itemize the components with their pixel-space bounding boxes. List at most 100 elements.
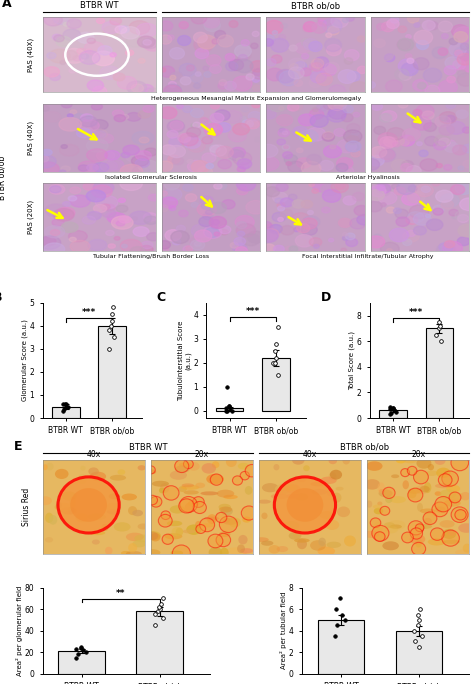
- Circle shape: [80, 120, 99, 131]
- Circle shape: [376, 47, 394, 61]
- Circle shape: [457, 70, 466, 77]
- Circle shape: [169, 206, 176, 211]
- Point: [389, 402, 397, 413]
- Circle shape: [218, 83, 227, 89]
- Circle shape: [457, 53, 473, 65]
- Circle shape: [145, 88, 153, 93]
- Circle shape: [86, 116, 92, 119]
- Circle shape: [164, 188, 182, 200]
- Ellipse shape: [311, 489, 328, 495]
- Circle shape: [408, 185, 417, 192]
- Circle shape: [401, 469, 410, 477]
- Circle shape: [271, 55, 282, 63]
- Circle shape: [430, 528, 444, 540]
- Text: E: E: [14, 440, 23, 453]
- Circle shape: [40, 105, 49, 111]
- Circle shape: [319, 105, 336, 116]
- Circle shape: [295, 62, 307, 70]
- Circle shape: [277, 70, 294, 83]
- Circle shape: [401, 161, 413, 169]
- Circle shape: [266, 68, 283, 81]
- Point: [74, 649, 82, 660]
- Circle shape: [167, 120, 184, 133]
- Circle shape: [173, 239, 181, 245]
- Circle shape: [398, 59, 418, 73]
- Circle shape: [322, 207, 330, 213]
- Circle shape: [350, 81, 369, 96]
- Circle shape: [116, 205, 128, 212]
- Ellipse shape: [377, 501, 383, 505]
- Circle shape: [57, 207, 75, 218]
- Ellipse shape: [424, 518, 432, 525]
- Point: [227, 403, 234, 414]
- Circle shape: [273, 246, 284, 252]
- Circle shape: [371, 186, 386, 197]
- Circle shape: [331, 14, 348, 28]
- Circle shape: [61, 101, 72, 108]
- Circle shape: [219, 226, 231, 234]
- Circle shape: [289, 58, 305, 70]
- Point: [73, 652, 80, 663]
- Point: [332, 604, 339, 615]
- Text: C: C: [157, 291, 166, 304]
- Circle shape: [393, 208, 401, 213]
- Circle shape: [210, 103, 219, 109]
- Circle shape: [158, 161, 173, 171]
- Circle shape: [381, 242, 399, 255]
- Circle shape: [420, 159, 438, 171]
- Ellipse shape: [45, 512, 54, 523]
- Circle shape: [135, 159, 149, 168]
- Circle shape: [327, 44, 341, 55]
- Circle shape: [222, 200, 235, 209]
- Circle shape: [433, 205, 444, 213]
- Circle shape: [407, 231, 416, 237]
- Circle shape: [279, 129, 285, 132]
- Circle shape: [184, 137, 201, 148]
- Point: [222, 406, 230, 417]
- Circle shape: [203, 16, 219, 28]
- Circle shape: [357, 36, 365, 42]
- Circle shape: [54, 14, 68, 24]
- Ellipse shape: [390, 496, 406, 503]
- Circle shape: [173, 157, 183, 165]
- Circle shape: [301, 200, 313, 208]
- Circle shape: [290, 64, 298, 70]
- Circle shape: [63, 51, 77, 60]
- Ellipse shape: [128, 506, 137, 515]
- Text: A: A: [2, 0, 12, 10]
- Circle shape: [204, 123, 222, 136]
- Circle shape: [446, 102, 456, 109]
- Circle shape: [350, 218, 366, 229]
- Circle shape: [61, 166, 70, 172]
- Circle shape: [93, 163, 109, 172]
- Circle shape: [158, 246, 169, 254]
- Circle shape: [376, 148, 396, 162]
- Circle shape: [39, 236, 61, 249]
- Circle shape: [260, 157, 279, 170]
- Circle shape: [61, 222, 78, 233]
- Circle shape: [176, 225, 185, 232]
- Circle shape: [374, 39, 385, 47]
- Circle shape: [273, 31, 278, 35]
- Point: [159, 612, 167, 623]
- Bar: [396, 631, 443, 674]
- Circle shape: [398, 38, 414, 51]
- Circle shape: [82, 216, 96, 224]
- Ellipse shape: [435, 506, 446, 513]
- Circle shape: [438, 48, 448, 55]
- Ellipse shape: [439, 489, 456, 499]
- Circle shape: [444, 66, 456, 75]
- Circle shape: [302, 216, 320, 228]
- Circle shape: [438, 474, 452, 486]
- Ellipse shape: [43, 464, 48, 470]
- Circle shape: [112, 110, 124, 117]
- Circle shape: [252, 68, 266, 79]
- Circle shape: [212, 39, 219, 44]
- Circle shape: [114, 237, 120, 240]
- Ellipse shape: [88, 467, 99, 475]
- Ellipse shape: [428, 538, 446, 546]
- Circle shape: [283, 145, 289, 148]
- Circle shape: [228, 150, 244, 161]
- Circle shape: [463, 144, 474, 153]
- Ellipse shape: [68, 507, 74, 514]
